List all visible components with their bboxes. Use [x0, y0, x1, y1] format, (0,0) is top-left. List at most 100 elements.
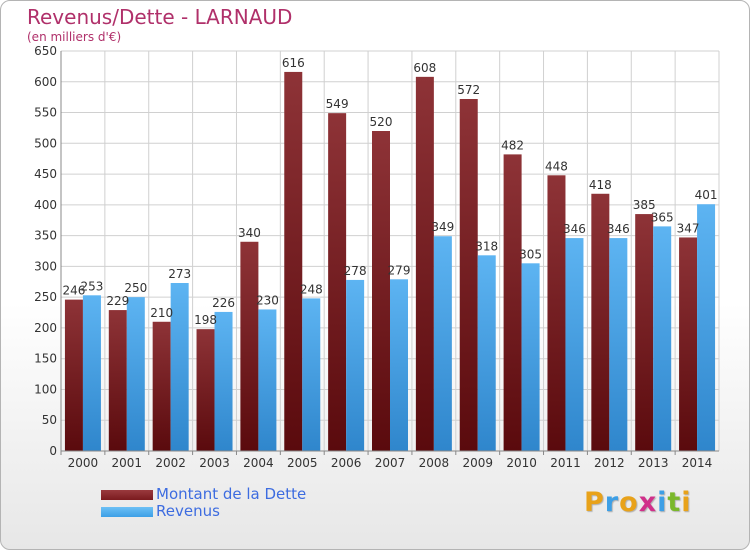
bar-revenus: [565, 238, 584, 451]
bar-dette: [635, 214, 654, 451]
y-tick-label: 550: [34, 106, 57, 120]
logo-letter: P: [584, 487, 605, 518]
bar-revenus: [214, 311, 233, 451]
legend-label-dette: Montant de la Dette: [156, 485, 307, 503]
x-tick-label: 2001: [112, 456, 143, 470]
data-label-revenus: 278: [344, 264, 367, 278]
data-label-dette: 549: [326, 97, 349, 111]
logo-letter: x: [638, 487, 658, 518]
data-label-dette: 482: [501, 138, 524, 152]
data-label-revenus: 305: [519, 247, 542, 261]
data-label-revenus: 349: [431, 220, 454, 234]
bar-revenus: [170, 283, 189, 451]
x-tick-label: 2008: [419, 456, 450, 470]
bar-dette: [284, 71, 303, 451]
bar-revenus: [521, 263, 540, 451]
bar-revenus: [346, 279, 365, 451]
data-label-dette: 347: [677, 221, 700, 235]
x-tick-label: 2006: [331, 456, 362, 470]
axes: 0 50 100 150 200 250 300 350 400 450 500 550 600 650 2…: [34, 44, 719, 470]
data-label-revenus: 273: [168, 267, 191, 281]
data-label-dette: 418: [589, 178, 612, 192]
bar-dette: [415, 76, 434, 451]
x-tick-label: 2005: [287, 456, 318, 470]
logo-letter: i: [657, 487, 668, 518]
x-tick-label: 2000: [68, 456, 99, 470]
y-tick-label: 250: [34, 290, 57, 304]
y-tick-label: 450: [34, 167, 57, 181]
bar-revenus: [477, 255, 496, 451]
bar-dette: [240, 241, 259, 451]
bar-dette: [64, 299, 83, 451]
y-tick-label: 300: [34, 259, 57, 273]
data-label-revenus: 248: [300, 282, 323, 296]
data-label-revenus: 365: [651, 210, 674, 224]
data-label-dette: 229: [106, 294, 129, 308]
bar-revenus: [697, 204, 716, 451]
bar-revenus: [390, 279, 408, 451]
y-tick-label: 100: [34, 382, 57, 396]
logo-letter: i: [681, 487, 692, 518]
data-label-revenus: 253: [80, 279, 103, 293]
y-tick-label: 600: [34, 75, 57, 89]
x-tick-label: 2014: [682, 456, 713, 470]
chart-title: Revenus/Dette - LARNAUD: [27, 5, 293, 29]
y-tick-label: 500: [34, 136, 57, 150]
data-label-dette: 520: [370, 115, 393, 129]
y-tick-label: 50: [42, 413, 57, 427]
bar-dette: [459, 99, 478, 451]
x-tick-label: 2007: [375, 456, 406, 470]
bar-dette: [591, 193, 610, 451]
data-label-dette: 572: [457, 83, 480, 97]
bar-revenus: [82, 295, 101, 451]
y-tick-label: 0: [49, 444, 57, 458]
bar-revenus: [653, 226, 672, 451]
x-tick-label: 2009: [462, 456, 493, 470]
data-label-dette: 385: [633, 198, 656, 212]
x-tick-label: 2010: [506, 456, 537, 470]
data-label-dette: 448: [545, 159, 568, 173]
bar-revenus: [609, 238, 628, 451]
bar-dette: [503, 154, 522, 451]
logo-letter: r: [604, 487, 620, 518]
bar-dette: [372, 131, 390, 451]
x-tick-label: 2002: [155, 456, 186, 470]
bar-revenus: [258, 309, 277, 451]
x-tick-label: 2003: [199, 456, 230, 470]
bar-dette: [196, 329, 215, 451]
data-label-revenus: 279: [388, 263, 411, 277]
x-tick-label: 2013: [638, 456, 669, 470]
legend-swatch-revenus: [101, 507, 153, 517]
y-tick-label: 650: [34, 44, 57, 58]
data-label-revenus: 318: [475, 239, 498, 253]
data-label-revenus: 226: [212, 296, 235, 310]
x-tick-label: 2004: [243, 456, 274, 470]
bars: [64, 71, 716, 452]
data-label-dette: 246: [62, 284, 85, 298]
data-label-dette: 340: [238, 226, 261, 240]
bar-dette: [547, 175, 566, 452]
data-label-dette: 608: [413, 61, 436, 75]
bar-dette: [679, 237, 698, 451]
data-label-dette: 616: [282, 56, 305, 70]
data-label-revenus: 401: [695, 188, 718, 202]
data-labels: 246 229 210 198 340 616 549 520 608 572 482 448 418 3…: [62, 56, 717, 327]
x-tick-label: 2012: [594, 456, 625, 470]
y-tick-label: 350: [34, 229, 57, 243]
bar-dette: [108, 310, 127, 451]
bar-dette: [328, 113, 347, 452]
legend-swatch-dette: [101, 490, 153, 500]
data-label-revenus: 346: [607, 222, 630, 236]
data-label-revenus: 250: [124, 281, 147, 295]
bar-revenus: [302, 298, 321, 451]
logo-letter: t: [667, 487, 682, 518]
data-label-dette: 210: [150, 306, 173, 320]
y-tick-label: 200: [34, 321, 57, 335]
data-label-dette: 198: [194, 313, 217, 327]
proxiti-logo: Proxiti: [584, 487, 692, 518]
y-tick-label: 400: [34, 198, 57, 212]
bar-revenus: [433, 236, 452, 451]
chart-subtitle: (en milliers d'€): [27, 30, 122, 44]
